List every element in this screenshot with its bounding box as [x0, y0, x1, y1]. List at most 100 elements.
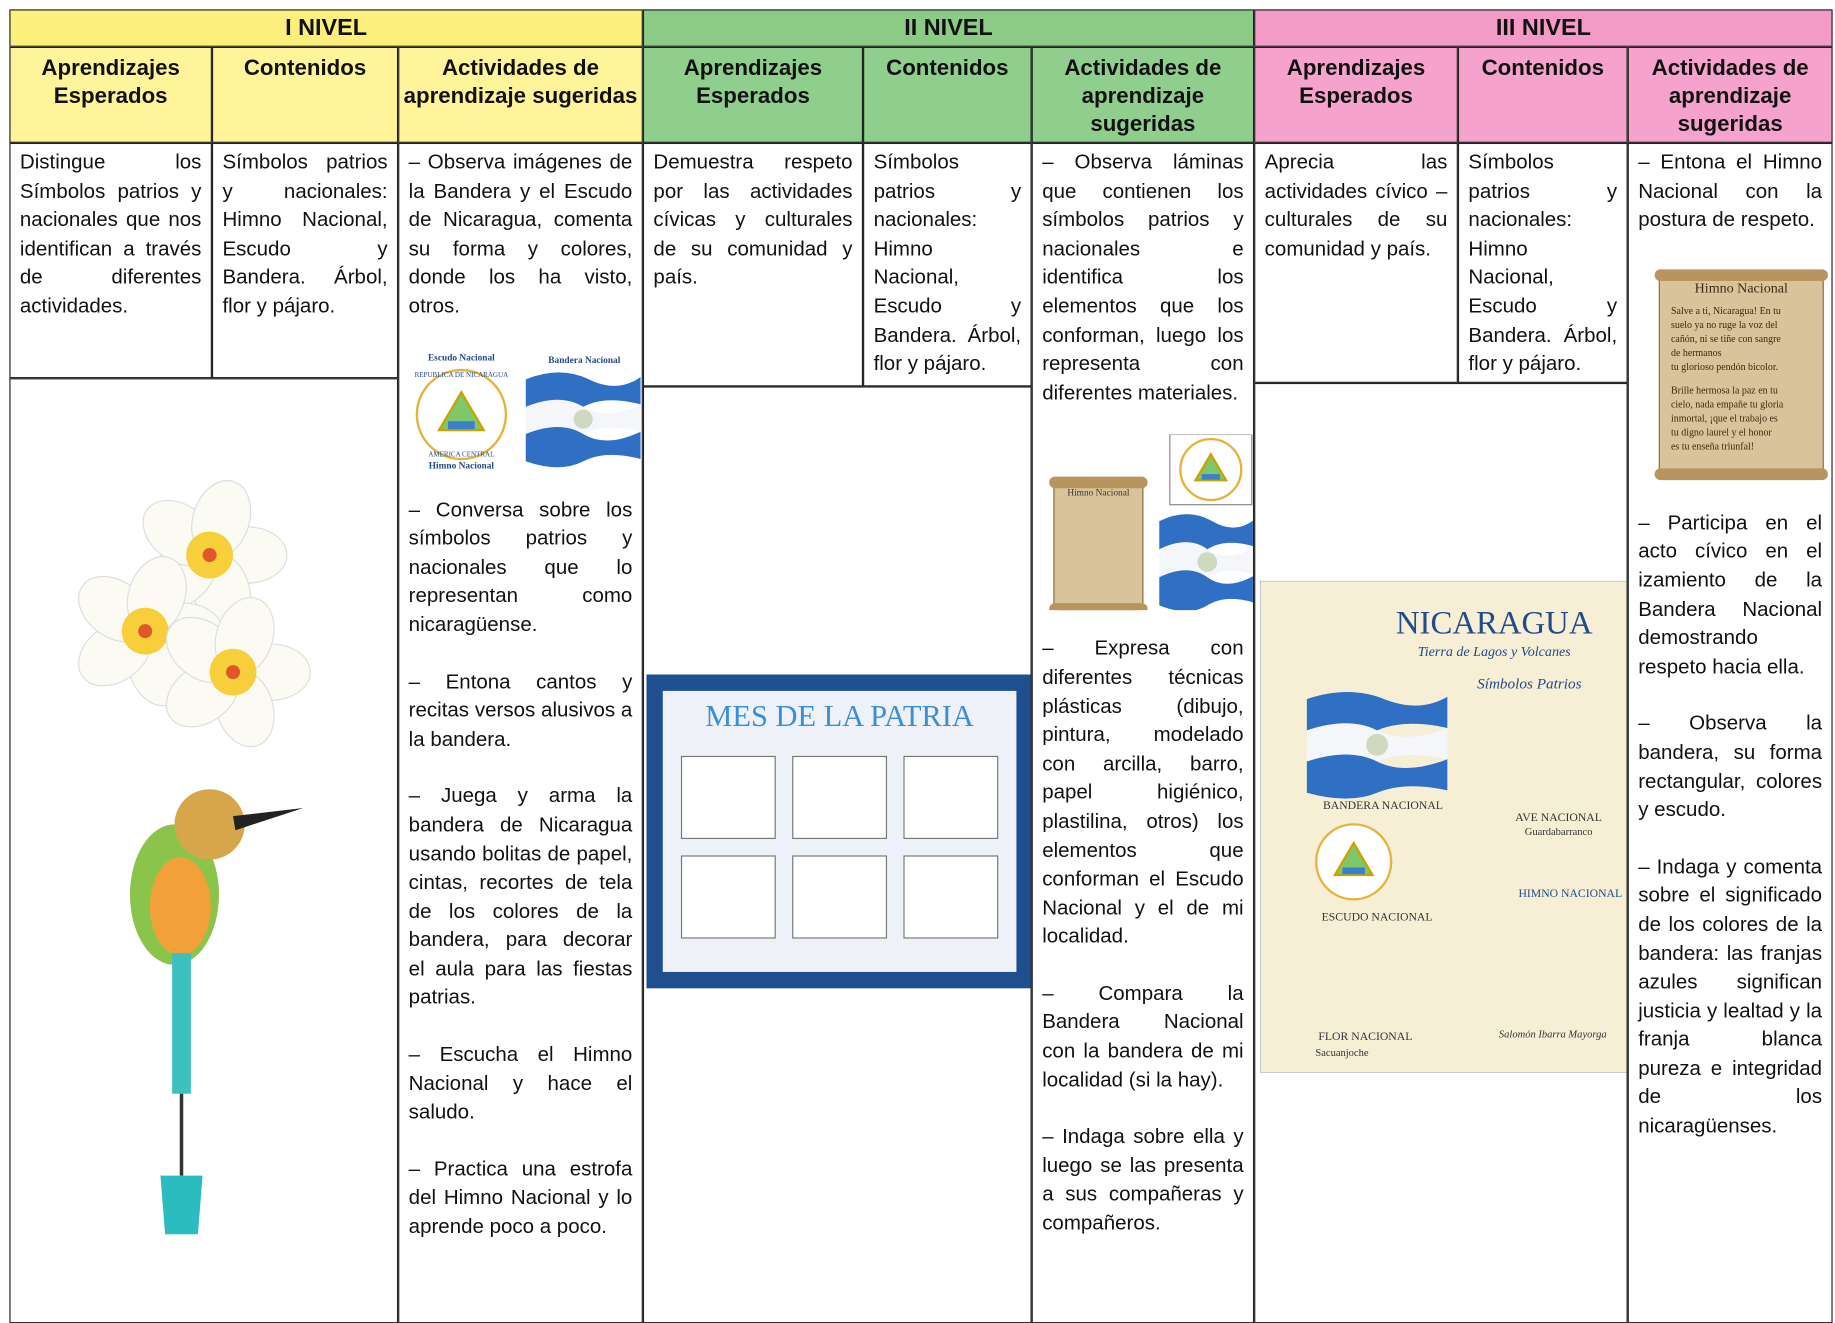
column-header: Actividades de aprendizaje sugeridas [1031, 46, 1255, 143]
poster-label: Salomón Ibarra Mayorga [1499, 1030, 1607, 1041]
escudo-triangle [1332, 840, 1375, 877]
cell: Símbolos patrios y nacionales: Himno Nac… [1457, 142, 1628, 383]
flower-center [226, 665, 241, 680]
bulletin-board-image: MES DE LA PATRIA [646, 674, 1031, 989]
bird-breast [149, 857, 211, 956]
image-label: AMERICA CENTRAL [428, 450, 494, 458]
cell: Distingue los Símbolos patrios y naciona… [9, 142, 212, 379]
nicaragua-poster-image: NICARAGUA Tierra de Lagos y Volcanes Símbo… [1259, 580, 1627, 1073]
activities-cell: – Observa láminas que contienen los símb… [1031, 142, 1255, 1323]
activity: – Escucha el Himno Nacional y hace el sa… [408, 1042, 633, 1124]
activity: – Observa láminas que contienen los símb… [1042, 149, 1244, 404]
image-label: Himno Nacional [1067, 489, 1130, 499]
column-header: Actividades de aprendizaje sugeridas [398, 46, 643, 143]
scroll-roll [1049, 603, 1148, 611]
board-sheet [903, 755, 999, 840]
activities-cell: – Entona el Himno Nacional con la postur… [1627, 142, 1833, 1323]
poster-bg [1259, 580, 1627, 1073]
column-header: Contenidos [1457, 46, 1628, 143]
scroll-line: suelo ya no ruge la voz del [1671, 320, 1778, 331]
activity: – Entona cantos y recitas versos alusivo… [408, 669, 633, 751]
activity: – Indaga sobre ella y luego se las prese… [1042, 1124, 1244, 1235]
flag-emblem [573, 409, 593, 429]
escudo-sea [1342, 867, 1365, 875]
scroll-line: tu digno laurel y el honor [1671, 427, 1772, 438]
bird-head [174, 789, 245, 860]
poster-title: NICARAGUA [1396, 606, 1593, 642]
escudo-sea [1201, 474, 1220, 481]
activity: – Indaga y comenta sobre el significado … [1638, 854, 1823, 1138]
board-sheet [903, 855, 999, 939]
poster-ribbon: Símbolos Patrios [1477, 676, 1582, 693]
poster-label: Sacuanjoche [1315, 1048, 1368, 1059]
scroll-roll [1654, 468, 1828, 480]
activity: – Conversa sobre los símbolos patrios y … [408, 497, 633, 636]
bird-beak [233, 807, 304, 831]
activity: – Expresa con diferentes técnicas plásti… [1042, 636, 1244, 948]
poster-label: FLOR NACIONAL [1318, 1030, 1412, 1043]
scroll-line: de hermanos [1671, 348, 1722, 359]
scroll-line: cielo, nada empañe tu gloria [1671, 399, 1784, 410]
column-header: Actividades de aprendizaje sugeridas [1627, 46, 1833, 143]
cell: Símbolos patrios y nacionales: Himno Nac… [211, 142, 399, 379]
flower-center [202, 548, 217, 563]
image-label: Himno Nacional [429, 461, 495, 471]
flag-stripe [525, 426, 641, 467]
activities-cell: – Observa imágenes de la Bandera y el Es… [398, 142, 643, 1323]
image-label: Bandera Nacional [548, 355, 620, 365]
scroll-title: Himno Nacional [1695, 280, 1788, 296]
himno-scroll-image: Himno Nacional Salve a ti, Nicaragua! En … [1654, 269, 1828, 480]
cell: Aprecia las actividades cívico – cultura… [1254, 142, 1458, 383]
image-label: REPUBLICA DE NICARAGUA [415, 371, 509, 379]
escudo-sea [448, 420, 475, 429]
image-cell: MES DE LA PATRIA [642, 386, 1032, 1323]
scroll-roll [1654, 269, 1828, 281]
scroll-line: es tu enseña triunfal! [1671, 441, 1754, 452]
scroll-line: Salve a ti, Nicaragua! En tu [1671, 306, 1781, 317]
flower-center [138, 624, 153, 639]
flag-stripe [1159, 570, 1253, 611]
cell: Demuestra respeto por las actividades cí… [642, 142, 864, 387]
scroll-line: Brille hermosa la paz en tu [1671, 385, 1778, 396]
himno-escudo-bandera-image: Himno Nacional [1049, 434, 1253, 611]
level-header: III NIVEL [1254, 9, 1833, 47]
scroll-line: cañón, ni se tiñe con sangre [1671, 334, 1781, 345]
activity: – Practica una estrofa del Himno Naciona… [408, 1156, 633, 1238]
column-header: Aprendizajes Esperados [1254, 46, 1458, 143]
poster-label: HIMNO NACIONAL [1518, 887, 1622, 900]
board-sheet [680, 855, 776, 939]
poster-label: Guardabarranco [1525, 827, 1593, 838]
escudo-bandera-image: Escudo Nacional REPUBLICA DE NICARAGUA AME… [415, 353, 641, 471]
bird-tail-tip [160, 1175, 203, 1235]
cell: Símbolos patrios y nacionales: Himno Nac… [863, 142, 1032, 387]
poster-subtitle: Tierra de Lagos y Volcanes [1418, 644, 1571, 660]
escudo-triangle [437, 389, 486, 431]
activity: – Juega y arma la bandera de Nicaragua u… [408, 783, 633, 1009]
activity: – Compara la Bandera Nacional con la ban… [1042, 981, 1244, 1091]
activity: – Observa la bandera, su forma rectangul… [1638, 711, 1823, 822]
scroll-line: inmortal, ¡que el trabajo es [1671, 413, 1778, 424]
flower-bird-image [78, 479, 311, 1235]
poster-label: AVE NACIONAL [1515, 811, 1602, 824]
image-cell: NICARAGUA Tierra de Lagos y Volcanes Símbo… [1254, 382, 1628, 1323]
level-header: II NIVEL [642, 9, 1255, 47]
column-header: Contenidos [863, 46, 1032, 143]
column-header: Aprendizajes Esperados [642, 46, 864, 143]
column-header: Contenidos [211, 46, 399, 143]
board-sheet [680, 755, 776, 840]
image-cell [9, 378, 399, 1323]
flag-stripe [1306, 754, 1448, 799]
board-sheet [792, 755, 888, 840]
activity: – Participa en el acto cívico en el izam… [1638, 510, 1823, 678]
flag-emblem [1197, 552, 1218, 573]
activity: – Entona el Himno Nacional con la postur… [1638, 149, 1823, 231]
board-title: MES DE LA PATRIA [705, 699, 974, 733]
scroll-roll [1049, 476, 1148, 489]
poster-label: ESCUDO NACIONAL [1322, 910, 1433, 923]
image-label: Escudo Nacional [428, 353, 495, 363]
flag-emblem [1366, 733, 1389, 756]
scroll [1053, 481, 1144, 611]
column-header: Aprendizajes Esperados [9, 46, 212, 143]
escudo-triangle [1193, 452, 1229, 482]
